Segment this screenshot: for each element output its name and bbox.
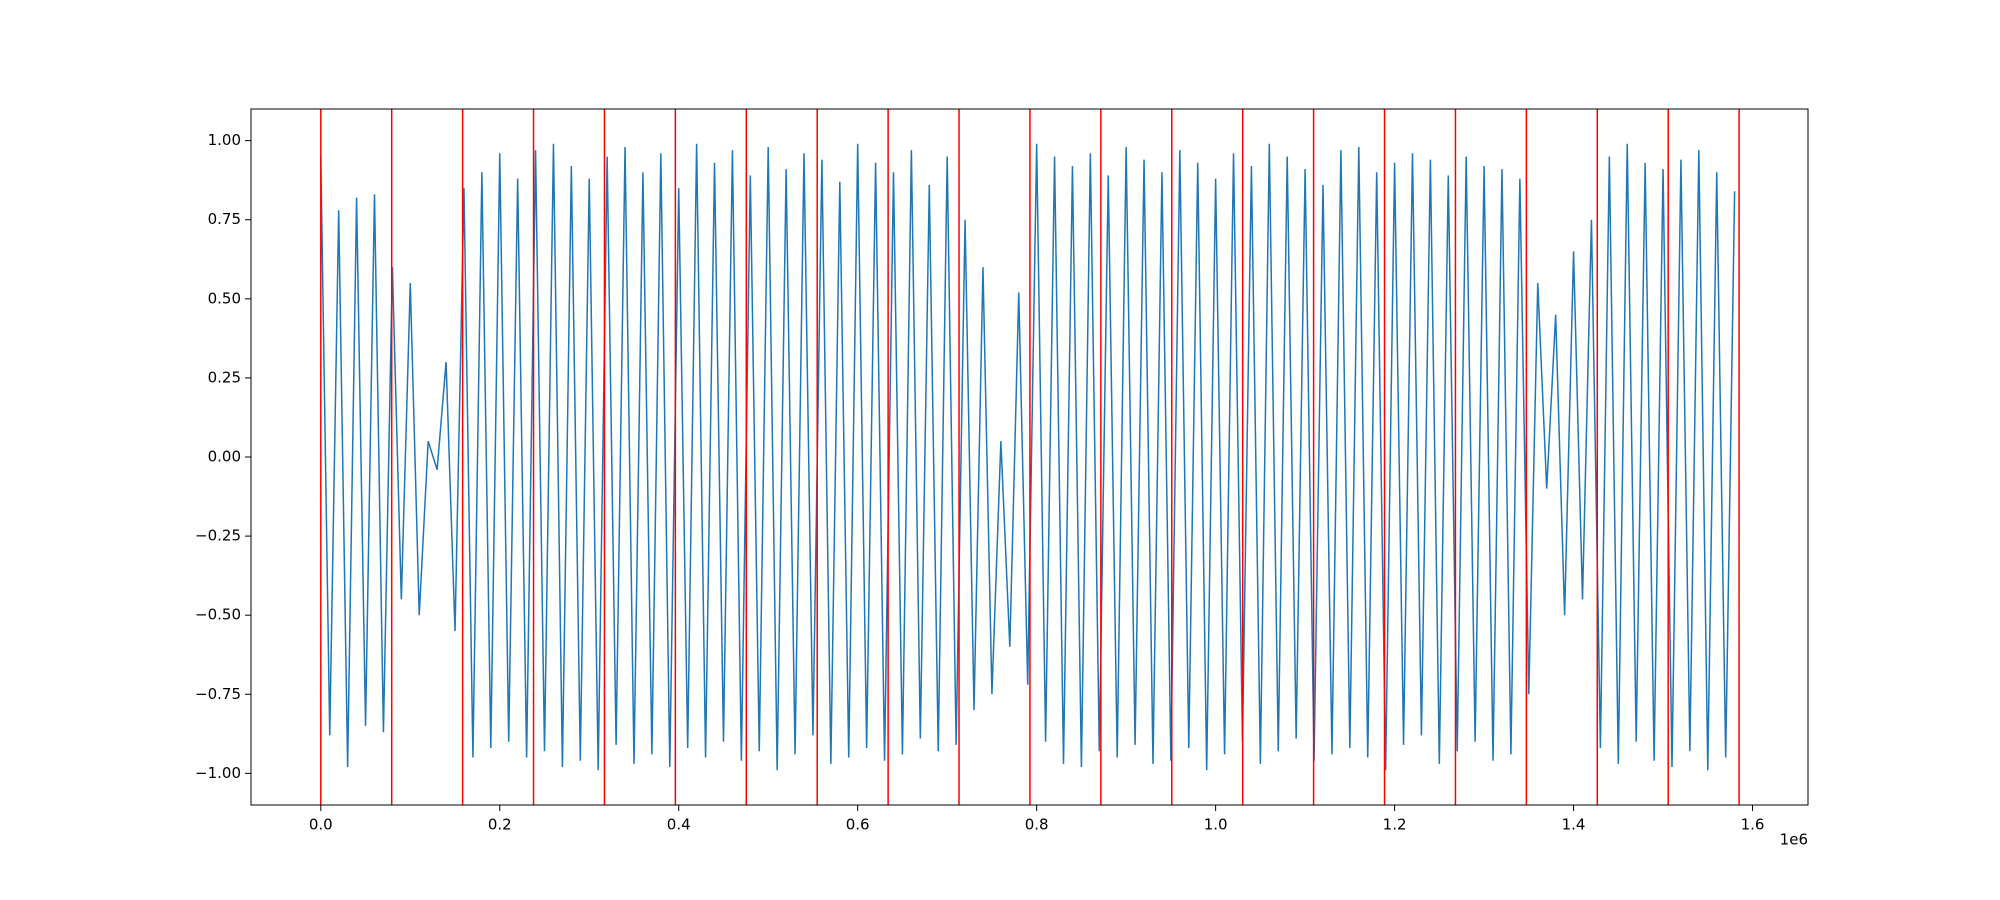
x-tick-label: 1.4 [1562,816,1586,834]
x-tick-label: 0.4 [667,816,691,834]
x-tick-label: 0.2 [488,816,512,834]
y-tick-label: −0.50 [195,606,241,624]
waveform-line [320,143,1736,771]
x-tick-label: 1.2 [1383,816,1407,834]
x-tick-label: 1.6 [1741,816,1765,834]
y-tick-label: 0.25 [208,368,241,386]
y-tick-label: 0.50 [208,289,241,307]
y-tick-label: −0.75 [195,685,241,703]
x-tick-label: 0.0 [309,816,333,834]
x-tick-label: 0.8 [1025,816,1049,834]
y-tick-label: −1.00 [195,764,241,782]
y-tick-label: 1.00 [208,131,241,149]
y-tick-label: −0.25 [195,527,241,545]
x-tick-label: 0.6 [846,816,870,834]
y-tick-label: 0.75 [208,210,241,228]
x-tick-label: 1.0 [1204,816,1228,834]
plot-area [320,109,1740,805]
y-tick-label: 0.00 [208,448,241,466]
x-offset-text: 1e6 [1780,831,1808,849]
